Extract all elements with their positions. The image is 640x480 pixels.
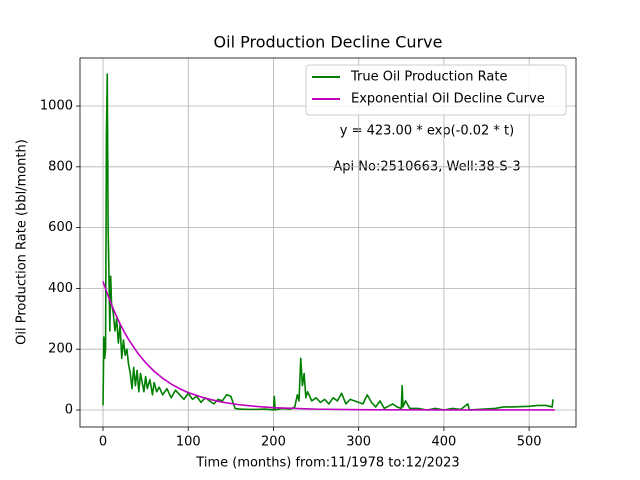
series-line [102,281,555,411]
x-tick-label: 400 [431,435,456,450]
x-tick-label: 0 [99,435,107,450]
plot-frame [79,57,577,428]
series-line [102,73,554,411]
x-tick-label: 300 [346,435,371,450]
legend-label: Exponential Oil Decline Curve [351,92,545,107]
legend-box [305,64,567,116]
x-tick-label: 500 [517,435,542,450]
legend-label: True Oil Production Rate [350,70,507,85]
y-tick-label: 400 [48,281,73,296]
y-axis-label: Oil Production Rate (bbl/month) [15,139,30,345]
y-tick-label: 1000 [40,99,73,114]
y-tick-label: 200 [48,342,73,357]
y-tick-label: 0 [65,402,73,417]
y-tick-label: 800 [48,159,73,174]
x-axis-label: Time (months) from:11/1978 to:12/2023 [195,456,459,471]
y-tick-label: 600 [48,220,73,235]
annotation: y = 423.00 * exp(-0.02 * t) [340,124,514,139]
x-tick-label: 100 [176,435,201,450]
chart-title: Oil Production Decline Curve [214,33,443,52]
x-tick-label: 200 [261,435,286,450]
